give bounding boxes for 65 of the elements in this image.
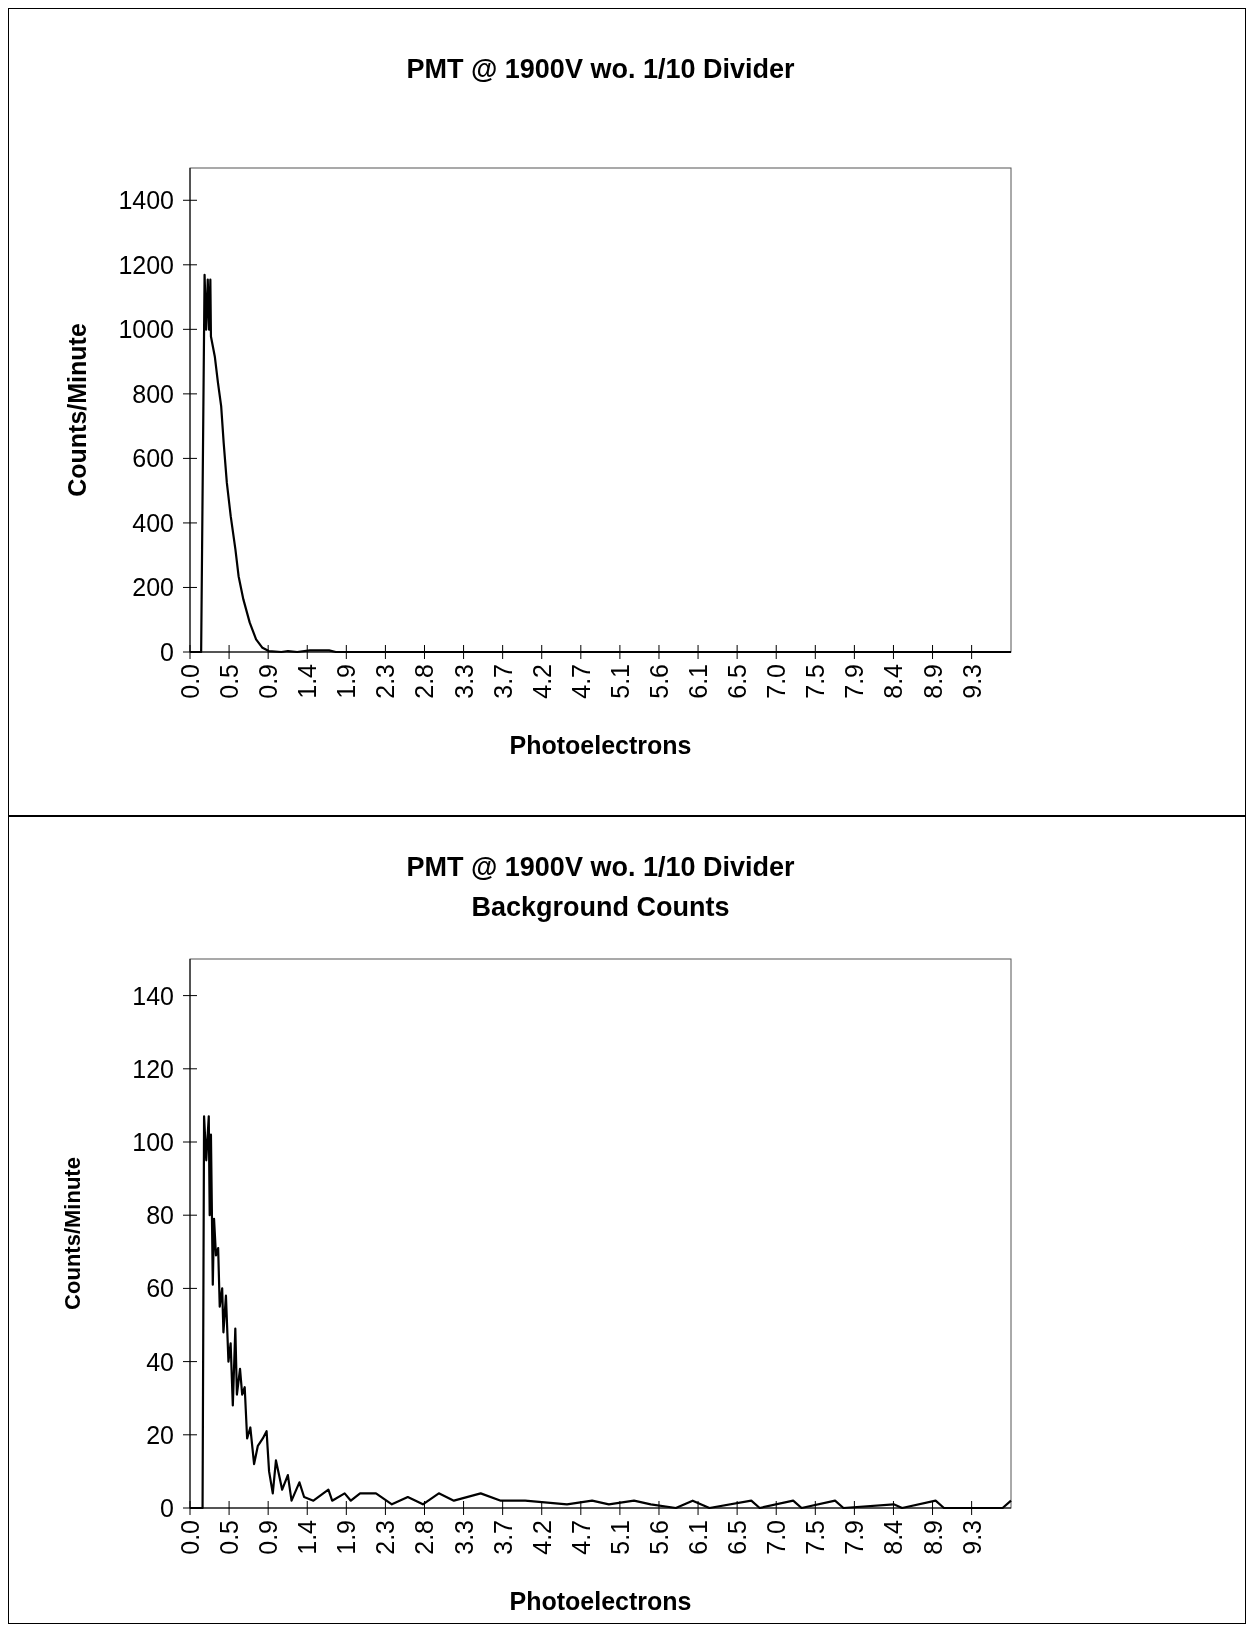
x-axis-title: Photoelectrons bbox=[509, 1587, 692, 1615]
y-tick-label: 200 bbox=[132, 573, 174, 602]
chart-title: PMT @ 1900V wo. 1/10 Divider bbox=[406, 852, 795, 882]
y-tick-label: 0 bbox=[160, 1494, 174, 1522]
x-tick-label: 1.9 bbox=[332, 664, 361, 699]
x-tick-label: 7.5 bbox=[801, 1520, 830, 1555]
x-tick-label: 0.9 bbox=[254, 664, 283, 699]
chart-title: PMT @ 1900V wo. 1/10 Divider bbox=[406, 54, 795, 84]
x-tick-label: 3.7 bbox=[488, 1520, 517, 1555]
x-tick-label: 6.5 bbox=[723, 1520, 752, 1555]
x-tick-label: 6.5 bbox=[723, 664, 752, 699]
x-tick-label: 8.4 bbox=[879, 1519, 908, 1555]
x-tick-label: 7.5 bbox=[801, 664, 830, 699]
x-tick-label: 3.3 bbox=[449, 1520, 478, 1555]
y-tick-label: 20 bbox=[146, 1420, 174, 1449]
x-tick-label: 0.5 bbox=[215, 1520, 244, 1555]
y-tick-label: 400 bbox=[132, 508, 174, 537]
x-tick-label: 9.3 bbox=[957, 664, 986, 699]
x-tick-label: 4.7 bbox=[566, 1520, 595, 1555]
x-tick-label: 5.1 bbox=[605, 1520, 634, 1555]
x-tick-label: 8.9 bbox=[918, 664, 947, 699]
y-tick-label: 800 bbox=[132, 379, 174, 408]
x-tick-label: 2.3 bbox=[371, 664, 400, 699]
x-tick-label: 5.6 bbox=[644, 664, 673, 699]
x-tick-label: 0.0 bbox=[176, 664, 204, 699]
y-tick-label: 100 bbox=[132, 1128, 174, 1156]
y-tick-label: 1400 bbox=[118, 186, 174, 215]
x-tick-label: 5.6 bbox=[644, 1520, 673, 1555]
x-tick-label: 1.4 bbox=[293, 1519, 322, 1555]
y-tick-label: 140 bbox=[132, 981, 174, 1010]
x-tick-label: 3.7 bbox=[488, 664, 517, 699]
x-tick-label: 6.1 bbox=[684, 664, 713, 699]
y-tick-label: 80 bbox=[146, 1201, 174, 1230]
x-tick-label: 8.9 bbox=[918, 1520, 947, 1555]
x-tick-label: 0.5 bbox=[215, 664, 244, 699]
x-tick-label: 7.9 bbox=[840, 664, 869, 699]
x-tick-label: 7.0 bbox=[762, 664, 791, 699]
x-tick-label: 6.1 bbox=[684, 1520, 713, 1555]
y-tick-label: 1000 bbox=[118, 315, 174, 344]
y-tick-label: 120 bbox=[132, 1054, 174, 1083]
x-tick-label: 0.9 bbox=[254, 1520, 283, 1555]
x-tick-label: 4.2 bbox=[527, 1520, 556, 1555]
x-tick-label: 7.0 bbox=[762, 1520, 791, 1555]
x-axis-title: Photoelectrons bbox=[509, 731, 692, 759]
chart-subtitle: Background Counts bbox=[471, 892, 730, 922]
y-tick-label: 60 bbox=[146, 1274, 174, 1303]
x-tick-label: 2.8 bbox=[410, 664, 439, 699]
x-tick-label: 1.4 bbox=[293, 663, 322, 699]
x-tick-label: 0.0 bbox=[176, 1520, 204, 1555]
x-tick-label: 2.3 bbox=[371, 1520, 400, 1555]
x-tick-label: 8.4 bbox=[879, 663, 908, 699]
x-tick-label: 2.8 bbox=[410, 1520, 439, 1555]
y-axis-title: Counts/Minute bbox=[63, 323, 91, 497]
y-axis-title: Counts/Minute bbox=[60, 1157, 85, 1310]
y-tick-label: 1200 bbox=[118, 250, 174, 279]
x-tick-label: 5.1 bbox=[605, 664, 634, 699]
x-tick-label: 3.3 bbox=[449, 664, 478, 699]
x-tick-label: 9.3 bbox=[957, 1520, 986, 1555]
y-tick-label: 40 bbox=[146, 1347, 174, 1376]
y-tick-label: 0 bbox=[160, 638, 174, 666]
x-tick-label: 7.9 bbox=[840, 1520, 869, 1555]
x-tick-label: 4.7 bbox=[566, 664, 595, 699]
x-tick-label: 4.2 bbox=[527, 664, 556, 699]
x-tick-label: 1.9 bbox=[332, 1520, 361, 1555]
y-tick-label: 600 bbox=[132, 444, 174, 473]
